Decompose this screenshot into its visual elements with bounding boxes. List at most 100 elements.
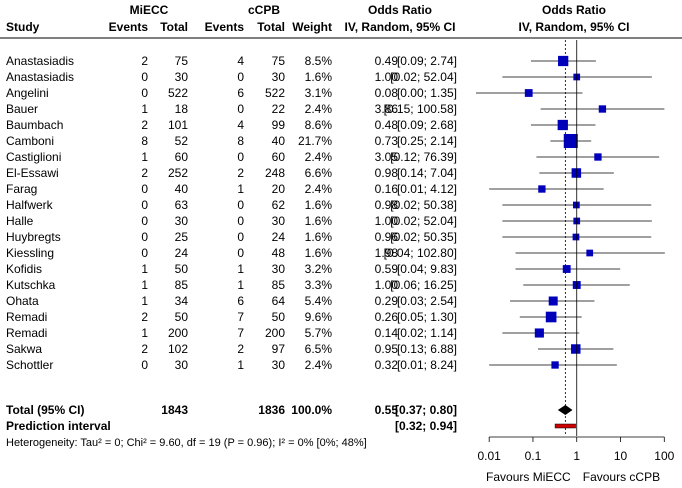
weight-value: 5.7%	[305, 326, 333, 340]
odds-ratio-value: 1.00	[375, 278, 399, 292]
point-estimate-square	[563, 134, 578, 148]
confidence-interval-value: [0.04; 9.83]	[397, 262, 457, 276]
confidence-interval-value: [0.25; 2.14]	[397, 134, 457, 148]
events-miecc: 2	[141, 310, 148, 324]
total-miecc: 34	[175, 294, 189, 308]
confidence-interval-value: [0.00; 1.35]	[397, 86, 457, 100]
study-name: Baumbach	[6, 118, 63, 132]
odds-ratio-value: 3.05	[375, 150, 399, 164]
total-miecc: 101	[168, 118, 188, 132]
point-estimate-square	[545, 311, 557, 323]
events-miecc: 0	[141, 198, 148, 212]
confidence-interval-value: [0.05; 1.30]	[397, 310, 457, 324]
events-miecc: 1	[141, 326, 148, 340]
odds-ratio-value: 1.00	[375, 70, 399, 84]
weight-value: 2.4%	[305, 150, 333, 164]
total-miecc-sum: 1843	[161, 403, 188, 417]
total-ccpb: 30	[272, 70, 286, 84]
confidence-interval-value: [0.04; 102.80]	[384, 246, 457, 260]
prediction-row: Prediction interval [0.32; 0.94]	[6, 419, 457, 433]
total-ccpb: 24	[272, 230, 286, 244]
study-name: Anastasiadis	[6, 54, 74, 68]
total-miecc: 52	[175, 134, 189, 148]
total-miecc: 30	[175, 214, 189, 228]
header-plot-or-method: IV, Random, 95% CI	[519, 20, 630, 34]
weight-value: 2.4%	[305, 358, 333, 372]
weight-value: 1.6%	[305, 230, 333, 244]
confidence-interval-value: [0.15; 100.58]	[384, 102, 457, 116]
odds-ratio-value: 0.16	[375, 182, 399, 196]
study-name: Sakwa	[6, 342, 42, 356]
events-miecc: 0	[141, 358, 148, 372]
study-name: Schottler	[6, 358, 53, 372]
point-estimate-square	[586, 249, 594, 257]
study-name: Bauer	[6, 102, 38, 116]
total-ccpb: 248	[265, 166, 285, 180]
weight-value: 1.6%	[305, 198, 333, 212]
plot-area: 0.01 0.1 1 10 100 Favours MiECC Favours cCPB	[476, 40, 675, 484]
total-ccpb: 62	[272, 198, 286, 212]
events-miecc: 0	[141, 86, 148, 100]
confidence-interval-value: [0.06; 16.25]	[390, 278, 457, 292]
point-estimate-square	[594, 153, 602, 161]
confidence-interval-value: [0.01; 4.12]	[397, 182, 457, 196]
study-name: Huybregts	[6, 230, 61, 244]
events-miecc: 0	[141, 230, 148, 244]
total-ccpb: 60	[272, 150, 286, 164]
x-axis-tick-label: 0.01	[477, 449, 501, 463]
total-ccpb: 85	[272, 278, 286, 292]
events-ccpb: 1	[237, 278, 244, 292]
events-miecc: 2	[141, 54, 148, 68]
total-miecc: 75	[175, 54, 189, 68]
x-axis: 0.01 0.1 1 10 100 Favours MiECC Favours cCPB	[477, 436, 675, 484]
study-name: Camboni	[6, 134, 54, 148]
study-name: Farag	[6, 182, 37, 196]
events-ccpb: 0	[237, 150, 244, 164]
x-axis-tick-label: 1	[573, 449, 580, 463]
study-name: Kofidis	[6, 262, 42, 276]
header-or-method: IV, Random, 95% CI	[345, 20, 456, 34]
events-ccpb: 1	[237, 358, 244, 372]
weight-value: 6.6%	[305, 166, 333, 180]
confidence-interval-value: [0.14; 7.04]	[397, 166, 457, 180]
header-plot-or-title: Odds Ratio	[542, 3, 606, 17]
weight-value: 5.4%	[305, 294, 333, 308]
weight-value: 3.3%	[305, 278, 333, 292]
events-ccpb: 1	[237, 182, 244, 196]
study-name: Kutschka	[6, 278, 56, 292]
events-ccpb: 2	[237, 342, 244, 356]
study-name: Castiglioni	[6, 150, 61, 164]
study-row: Ohata 1 34 6 64 5.4% 0.29[0.03; 2.54]	[6, 294, 457, 308]
study-name: Angelini	[6, 86, 49, 100]
confidence-interval-value: [0.01; 8.24]	[397, 358, 457, 372]
weight-value: 1.6%	[305, 70, 333, 84]
events-ccpb: 6	[237, 86, 244, 100]
study-name: El-Essawi	[6, 166, 59, 180]
total-ci-value: [0.37; 0.80]	[395, 403, 457, 417]
prediction-label: Prediction interval	[6, 419, 111, 433]
point-estimate-square	[557, 119, 568, 131]
events-ccpb: 4	[237, 118, 244, 132]
total-miecc: 30	[175, 358, 189, 372]
odds-ratio-value: 0.08	[375, 86, 399, 100]
odds-ratio-value: 0.29	[375, 294, 399, 308]
study-row: Anastasiadis 2 75 4 75 8.5% 0.49[0.09; 2.74]	[6, 54, 457, 68]
odds-ratio-value: 1.00	[375, 214, 399, 228]
study-row: Farag 0 40 1 20 2.4% 0.16[0.01; 4.12]	[6, 182, 457, 196]
header-study: Study	[6, 20, 40, 34]
total-ccpb: 20	[272, 182, 286, 196]
header-total-ccpb: Total	[257, 20, 285, 34]
heterogeneity-text: Heterogeneity: Tau² = 0; Chi² = 9.60, df…	[6, 437, 367, 449]
total-miecc: 252	[168, 166, 188, 180]
total-ccpb: 99	[272, 118, 286, 132]
point-estimate-square	[538, 185, 546, 193]
weight-value: 8.6%	[305, 118, 333, 132]
events-ccpb: 4	[237, 54, 244, 68]
odds-ratio-value: 0.96	[375, 230, 399, 244]
total-ccpb: 48	[272, 246, 286, 260]
total-ccpb: 30	[272, 262, 286, 276]
total-ccpb: 50	[272, 310, 286, 324]
point-estimate-square	[598, 105, 607, 113]
total-weight: 100.0%	[291, 403, 332, 417]
point-estimate-square	[571, 344, 581, 354]
